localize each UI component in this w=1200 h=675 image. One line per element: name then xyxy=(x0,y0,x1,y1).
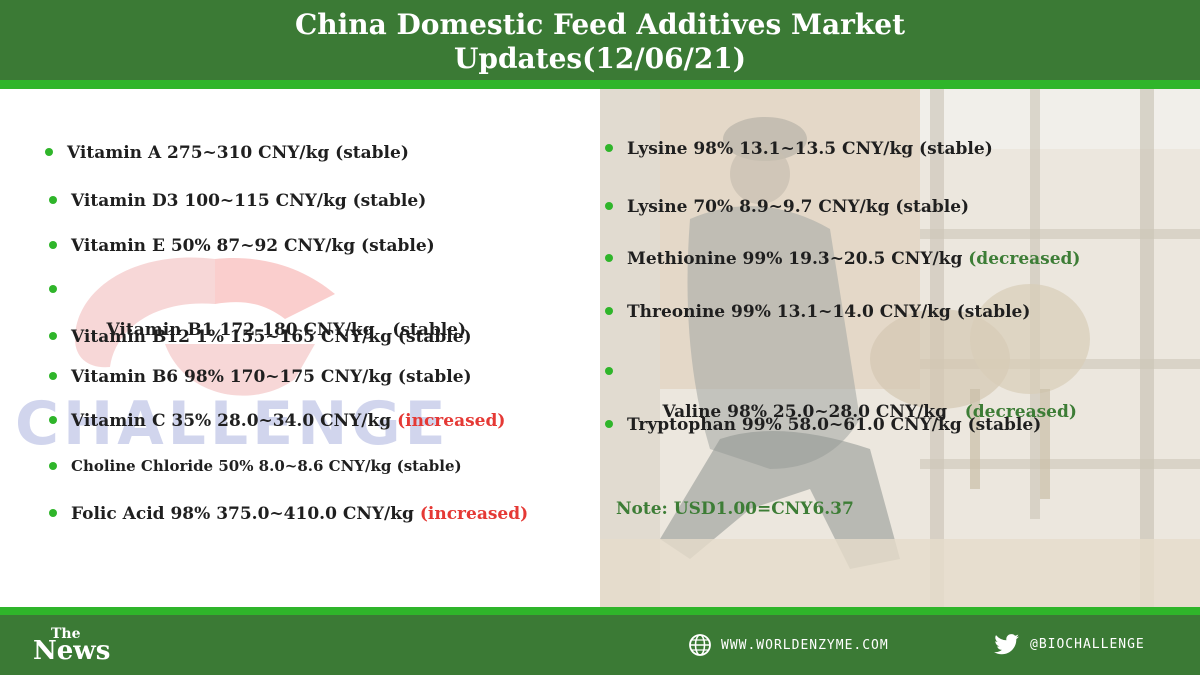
watermark-text: CHALLENGE xyxy=(15,389,445,449)
bullet-dot-icon xyxy=(605,367,613,375)
title-line-1: China Domestic Feed Additives Market xyxy=(294,8,906,41)
bullet-dot-icon xyxy=(605,420,613,428)
bullet-dot-icon xyxy=(605,254,613,262)
bullet-dot-icon xyxy=(45,148,53,156)
exchange-rate-note: Note: USD1.00=CNY6.37 xyxy=(616,499,854,519)
status-increased: (increased) xyxy=(419,504,529,524)
list-item: Vitamin B1 172-180 CNY/kg (stable) xyxy=(49,280,466,360)
bullet-dot-icon xyxy=(49,509,57,517)
list-item: Vitamin A 275~310 CNY/kg (stable) xyxy=(45,143,409,163)
logo-news-text: News xyxy=(33,636,111,666)
bullet-dot-icon xyxy=(49,285,57,293)
bullet-dot-icon xyxy=(49,241,57,249)
bullet-dot-icon xyxy=(49,462,57,470)
list-item: Lysine 70% 8.9~9.7 CNY/kg (stable) xyxy=(605,197,969,217)
challenge-watermark: CHALLENGE xyxy=(15,249,446,459)
bullet-dot-icon xyxy=(605,202,613,210)
twitter-icon xyxy=(994,634,1020,660)
globe-icon xyxy=(688,633,712,661)
list-item: Vitamin B12 1% 155~165 CNY/kg (stable) xyxy=(49,327,472,347)
status-decreased: (decreased) xyxy=(964,402,1077,422)
list-item: Folic Acid 98% 375.0~410.0 CNY/kg (incre… xyxy=(49,504,529,524)
header-divider xyxy=(0,80,1200,89)
twitter-handle-link[interactable]: @BIOCHALLENGE xyxy=(1030,637,1145,652)
list-item: Vitamin D3 100~115 CNY/kg (stable) xyxy=(49,191,426,211)
footer-divider xyxy=(0,607,1200,615)
list-item: Tryptophan 99% 58.0~61.0 CNY/kg (stable) xyxy=(605,415,1041,435)
list-item: Vitamin C 35% 28.0~34.0 CNY/kg (increase… xyxy=(49,411,506,431)
bullet-dot-icon xyxy=(605,307,613,315)
bullet-dot-icon xyxy=(49,332,57,340)
list-item: Valine 98% 25.0~28.0 CNY/kg (decreased) xyxy=(605,362,1077,442)
page-title: China Domestic Feed Additives Market Upd… xyxy=(0,8,1200,76)
farmer-sheep-photo xyxy=(600,89,1200,607)
header-banner: China Domestic Feed Additives Market Upd… xyxy=(0,0,1200,80)
bullet-dot-icon xyxy=(605,144,613,152)
status-decreased: (decreased) xyxy=(968,249,1081,269)
bullet-dot-icon xyxy=(49,196,57,204)
list-item: Lysine 98% 13.1~13.5 CNY/kg (stable) xyxy=(605,139,993,159)
bullet-dot-icon xyxy=(49,416,57,424)
challenge-logo-watermark: CHALLENGE xyxy=(15,257,446,459)
background-photo xyxy=(600,89,1200,607)
footer-bar: The News WWW.WORLDENZYME.COM @BIOCHALLEN… xyxy=(0,615,1200,675)
price-list: Vitamin A 275~310 CNY/kg (stable) Vitami… xyxy=(0,89,1200,607)
title-line-2: Updates(12/06/21) xyxy=(453,42,747,75)
list-item: Methionine 99% 19.3~20.5 CNY/kg (decreas… xyxy=(605,249,1081,269)
website-link[interactable]: WWW.WORLDENZYME.COM xyxy=(721,638,889,653)
logo-the-text: The xyxy=(51,626,81,642)
status-increased: (increased) xyxy=(397,411,506,431)
content-area: CHALLENGE Vitamin A 275~310 CNY/kg (stab… xyxy=(0,89,1200,607)
bullet-dot-icon xyxy=(49,372,57,380)
list-item: Vitamin B6 98% 170~175 CNY/kg (stable) xyxy=(49,367,472,387)
list-item: Vitamin E 50% 87~92 CNY/kg (stable) xyxy=(49,236,435,256)
list-item: Choline Chloride 50% 8.0~8.6 CNY/kg (sta… xyxy=(49,457,462,475)
list-item: Threonine 99% 13.1~14.0 CNY/kg (stable) xyxy=(605,302,1030,322)
